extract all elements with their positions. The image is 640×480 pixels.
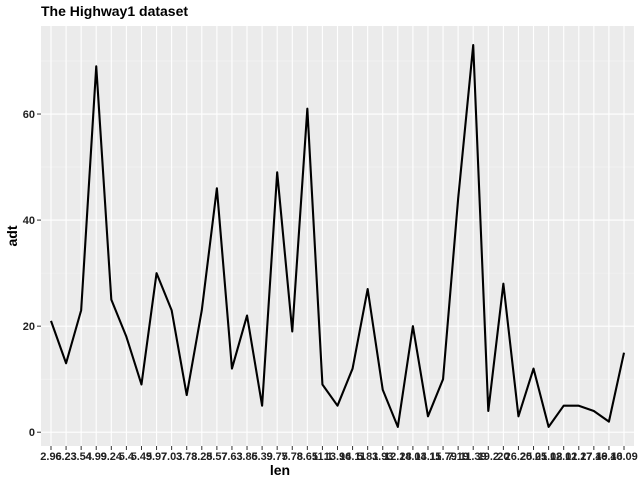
x-tick-label: 3.85 — [236, 451, 257, 463]
x-tick-label: 8.65 — [297, 451, 318, 463]
y-axis-ticks: 0 20 40 60 — [23, 109, 41, 439]
x-tick-label: 7.63 — [221, 451, 242, 463]
x-tick-label: 3.25 — [191, 451, 212, 463]
x-tick-label: 5.4 — [119, 451, 135, 463]
series-group — [50, 44, 626, 428]
x-tick-label: 17.49 — [580, 451, 608, 463]
x-tick-label: 14.03 — [399, 451, 427, 463]
x-tick-label: 7.03 — [161, 451, 182, 463]
x-tick-label: 10.09 — [610, 451, 638, 463]
x-tick-label: 3.54 — [70, 451, 92, 463]
x-tick-label: 3.93 — [372, 451, 393, 463]
x-tick-label: 26.25 — [505, 451, 533, 463]
x-tick-label: 9.24 — [101, 451, 123, 463]
x-tick-label: 19.2 — [478, 451, 499, 463]
x-tick-label: 15.79 — [429, 451, 457, 463]
x-axis-ticks: 2.966.233.544.999.245.45.459.977.033.783… — [40, 446, 638, 463]
x-tick-label: 12.27 — [565, 451, 593, 463]
y-tick-label: 60 — [23, 109, 35, 121]
x-tick-label: 20 — [497, 451, 509, 463]
x-tick-label: 12.28 — [384, 451, 412, 463]
x-tick-label: 6.23 — [55, 451, 76, 463]
x-tick-label: 2.96 — [40, 451, 61, 463]
x-tick-label: 8.57 — [206, 451, 227, 463]
x-tick-label: 6.39 — [251, 451, 272, 463]
chart-title: The Highway1 dataset — [41, 3, 188, 19]
x-tick-label: 11.1 — [312, 451, 333, 463]
y-tick-label: 40 — [23, 215, 35, 227]
y-tick-label: 20 — [23, 321, 35, 333]
x-tick-label: 7.78 — [282, 451, 303, 463]
x-tick-label: 13.96 — [324, 451, 352, 463]
x-tick-label: 9.75 — [266, 451, 287, 463]
x-tick-label: 16.46 — [595, 451, 623, 463]
x-tick-label: 14.11 — [339, 451, 366, 463]
y-axis-label: adt — [4, 225, 20, 246]
x-tick-label: 11.39 — [460, 451, 487, 463]
x-tick-label: 5.81 — [357, 451, 378, 463]
x-tick-label: 14.11 — [415, 451, 442, 463]
y-tick-label: 0 — [29, 427, 35, 439]
x-tick-label: 5.45 — [131, 451, 152, 463]
x-tick-label: 20.01 — [520, 451, 548, 463]
x-tick-label: 25.08 — [535, 451, 563, 463]
series-line-adt — [50, 44, 626, 428]
x-tick-label: 12.01 — [550, 451, 578, 463]
x-axis-label: len — [270, 462, 290, 478]
x-tick-label: 7.19 — [447, 451, 468, 463]
x-tick-label: 9.97 — [146, 451, 167, 463]
x-tick-label: 3.78 — [176, 451, 197, 463]
x-tick-label: 4.99 — [86, 451, 107, 463]
